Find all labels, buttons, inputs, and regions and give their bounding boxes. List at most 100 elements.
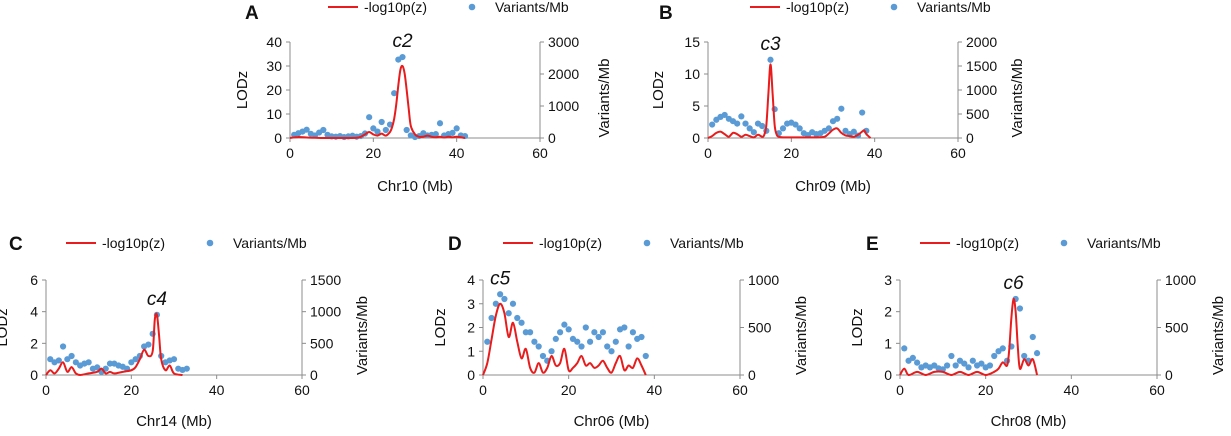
y-tick-label: 4: [467, 272, 475, 288]
x-tick-label: 20: [366, 145, 382, 161]
legend: -log10p(z) Variants/Mb: [66, 235, 307, 251]
variant-density-point: [59, 343, 67, 350]
y-tick-label: 0: [30, 367, 38, 383]
x-tick-label: 60: [294, 382, 310, 398]
variant-density-point: [944, 362, 951, 369]
x-tick-label: 0: [42, 382, 50, 398]
y2-tick-label: 0: [748, 367, 756, 383]
y2-axis-title: Variants/Mb: [596, 59, 613, 138]
variant-density-point: [709, 121, 716, 128]
legend-dot-swatch: [468, 3, 476, 11]
variant-density-point: [145, 341, 152, 348]
variant-density-point: [55, 357, 62, 364]
variant-density-point: [453, 125, 460, 132]
y2-tick-label: 500: [966, 106, 990, 122]
y-tick-label: 2: [467, 320, 475, 336]
y2-tick-label: 1500: [310, 272, 341, 288]
variant-density-point: [909, 354, 916, 361]
y-axis-title: LODz: [432, 308, 449, 346]
chart-panel-e: E -log10p(z) Variants/Mb 0 1 2 3 0 500 1000 0 20 40 6…: [849, 234, 1227, 430]
variant-density-point: [1016, 305, 1024, 312]
legend-line-label: -log10p(z): [102, 235, 165, 251]
variant-density-point: [391, 90, 398, 97]
variant-density-point: [1029, 333, 1036, 341]
variant-density-point: [612, 338, 619, 345]
lodz-series-line: [289, 64, 466, 140]
x-tick-label: 0: [896, 382, 904, 398]
variant-density-point: [608, 348, 615, 355]
panel-letter: A: [245, 3, 259, 24]
y-tick-label: 0: [692, 130, 700, 146]
variant-density-point: [47, 356, 54, 363]
x-tick-label: 20: [978, 382, 994, 398]
variant-density-point: [378, 118, 385, 126]
legend-line-label: -log10p(z): [956, 235, 1019, 251]
variant-density-point: [382, 126, 389, 134]
variant-density-point: [978, 360, 985, 367]
variant-density-point: [94, 364, 101, 371]
variant-density-point: [582, 324, 589, 331]
variant-density-point: [574, 338, 581, 345]
y-axis-title: LODz: [0, 308, 11, 346]
legend: -log10p(z) Variants/Mb: [920, 235, 1161, 251]
variant-density-point: [366, 114, 373, 121]
variant-density-point: [484, 338, 491, 345]
variant-density-point: [629, 329, 637, 336]
variant-density-point: [825, 125, 832, 132]
x-tick-label: 0: [704, 145, 712, 161]
variant-density-point: [595, 333, 602, 341]
variant-density-point: [170, 356, 178, 363]
y2-tick-label: 0: [310, 367, 318, 383]
peak-label: c2: [392, 31, 413, 52]
variant-density-point: [561, 321, 568, 328]
variant-density-point: [999, 345, 1006, 352]
y-tick-label: 10: [266, 106, 282, 122]
x-tick-label: 60: [532, 145, 548, 161]
y-tick-label: 20: [266, 82, 282, 98]
y-tick-label: 4: [30, 304, 38, 320]
legend-line-label: -log10p(z): [786, 0, 849, 15]
x-axis-title: Chr14 (Mb): [136, 413, 212, 430]
legend: -log10p(z) Variants/Mb: [750, 0, 991, 15]
y-tick-label: 0: [274, 130, 282, 146]
legend: -log10p(z) Variants/Mb: [503, 235, 744, 251]
lodz-series-line: [707, 63, 872, 139]
variant-density-point: [539, 352, 547, 360]
variant-density-point: [838, 105, 845, 112]
peak-label: c3: [760, 34, 781, 55]
legend-dot-label: Variants/Mb: [670, 235, 744, 251]
variant-density-point: [965, 364, 972, 371]
variant-density-point: [492, 300, 499, 307]
variant-density-point: [303, 126, 310, 133]
y2-axis-title: Variants/Mb: [793, 296, 810, 375]
y2-tick-label: 0: [1165, 367, 1173, 383]
x-tick-label: 40: [647, 382, 663, 398]
variants-series: [901, 295, 1041, 373]
y-axis-title: LODz: [849, 308, 866, 346]
y-tick-label: 15: [684, 34, 700, 50]
x-tick-label: 60: [950, 145, 966, 161]
variant-density-point: [738, 113, 745, 120]
legend-dot-label: Variants/Mb: [917, 0, 991, 15]
x-tick-label: 40: [1064, 382, 1080, 398]
x-tick-label: 20: [561, 382, 577, 398]
variant-density-point: [128, 359, 135, 366]
variant-density-point: [796, 125, 803, 132]
x-tick-label: 60: [732, 382, 748, 398]
panel-letter: B: [659, 3, 673, 24]
x-tick-label: 60: [1149, 382, 1165, 398]
x-tick-label: 20: [784, 145, 800, 161]
variant-density-point: [436, 120, 444, 127]
variant-density-point: [591, 329, 598, 336]
variant-density-point: [604, 343, 611, 350]
variant-density-point: [952, 362, 959, 369]
peak-label: c4: [147, 289, 167, 310]
variant-density-point: [64, 356, 71, 363]
variant-density-point: [642, 352, 649, 360]
y2-tick-label: 0: [966, 130, 974, 146]
legend-dot-swatch: [890, 3, 898, 11]
variant-density-point: [901, 345, 908, 352]
legend-dot-swatch: [1060, 239, 1068, 247]
y2-tick-label: 2000: [548, 66, 579, 82]
variant-density-point: [750, 129, 757, 136]
